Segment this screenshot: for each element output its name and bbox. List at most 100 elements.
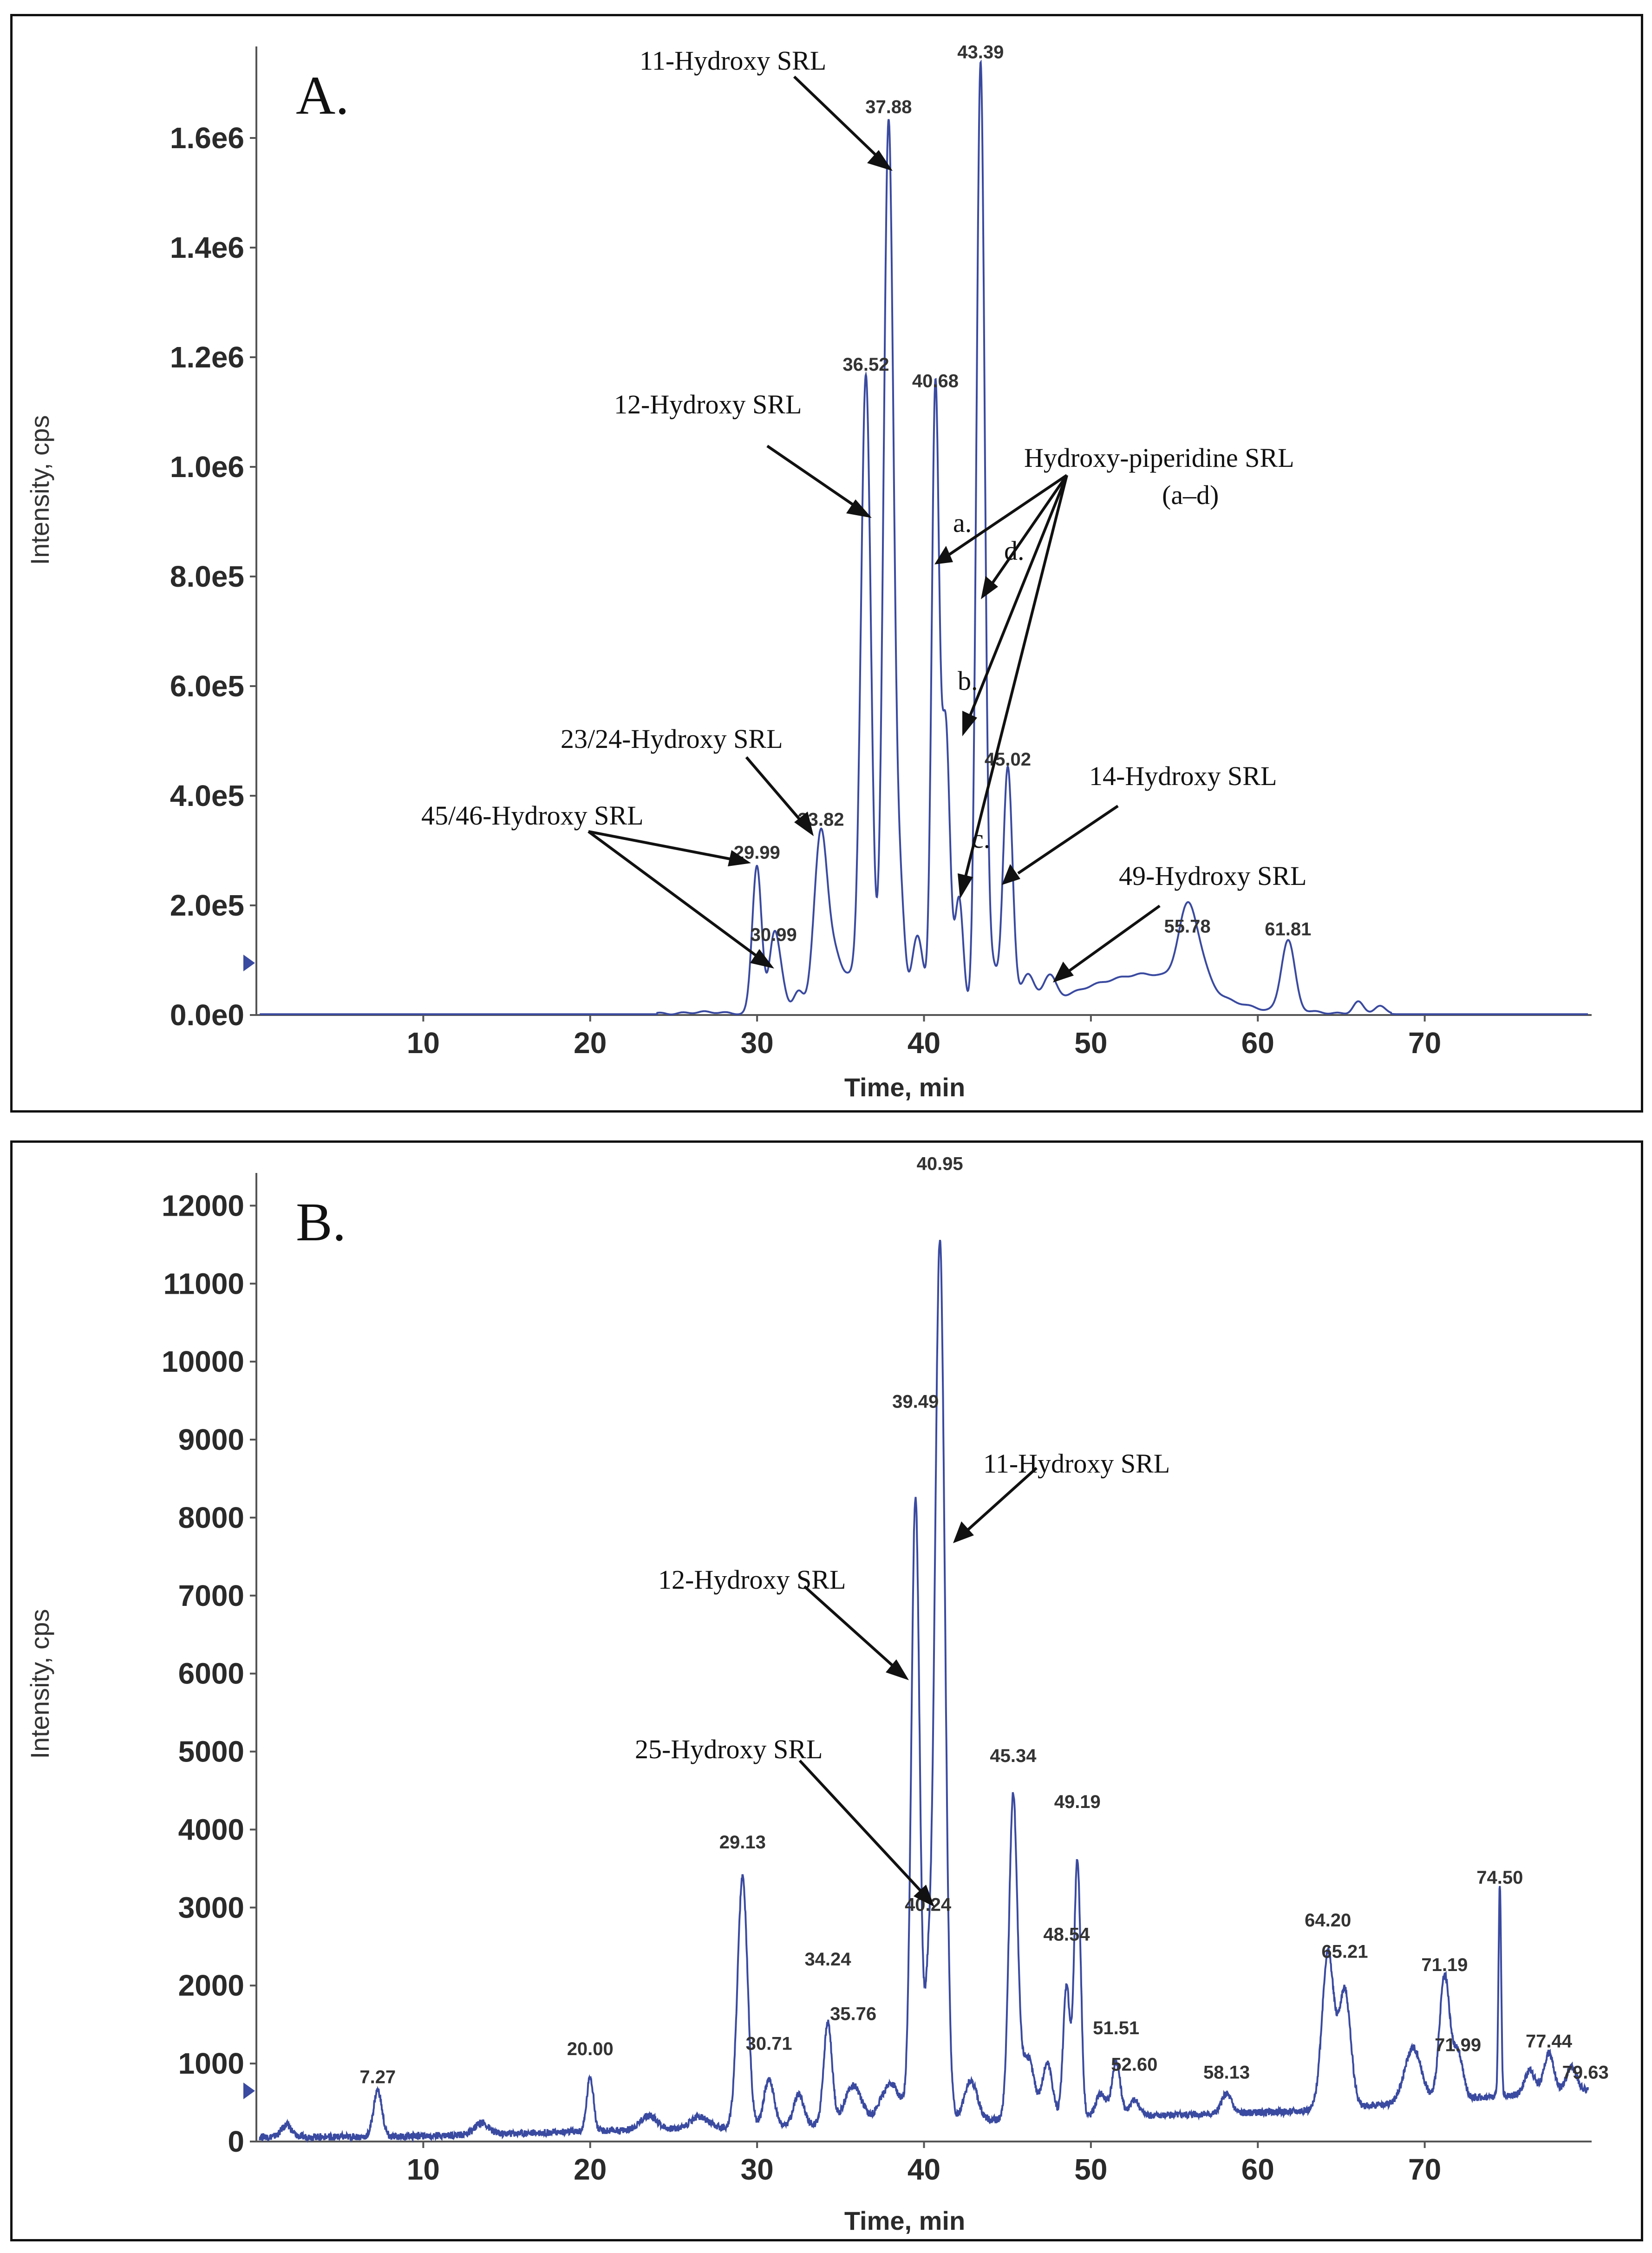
x-tick-label: 70 [1408, 2153, 1441, 2186]
peak-label: 49.19 [1054, 1792, 1101, 1812]
x-axis-label: Time, min [844, 1073, 965, 1102]
peak-label: 40.95 [917, 1154, 963, 1174]
panel-label: A. [296, 65, 349, 126]
y-tick-label: 8000 [178, 1501, 244, 1534]
annotation-a: a. [953, 508, 972, 538]
y-tick-label: 1.6e6 [170, 121, 244, 155]
peak-label: 64.20 [1305, 1910, 1351, 1931]
annotation-12-hydroxy: 12-Hydroxy SRL [614, 389, 802, 419]
y-tick-label: 4000 [178, 1813, 244, 1846]
y-tick-label: 2.0e5 [170, 889, 244, 922]
peak-label: 45.02 [985, 749, 1031, 770]
peak-label: 34.24 [804, 1949, 851, 1970]
annotation-arrow [588, 830, 733, 861]
arrowhead-icon [1053, 962, 1074, 982]
peak-label: 36.52 [842, 354, 889, 375]
trace-line [260, 59, 1588, 1015]
y-axis-label: Intensity, cps [25, 415, 54, 565]
annotation-45-46-hydroxy: 45/46-Hydroxy SRL [421, 800, 644, 831]
peak-label: 48.54 [1043, 1924, 1090, 1945]
marker-arrow-icon [243, 2083, 255, 2099]
annotation-arrow [968, 474, 1068, 719]
annotation-arrow [793, 75, 878, 157]
x-tick-label: 30 [741, 1026, 774, 1060]
arrowhead-icon [750, 949, 774, 969]
y-tick-label: 1.4e6 [170, 231, 244, 264]
panel-b: 0 1000 2000 3000 4000 5000 6000 7000 8000 9000 100… [10, 1140, 1643, 2241]
annotation-c: c. [972, 824, 990, 854]
peak-label: 71.19 [1421, 1955, 1468, 1975]
annotation-d: d. [1004, 536, 1025, 566]
x-tick-label: 10 [407, 2153, 440, 2186]
annotation-arrow [963, 475, 1068, 881]
arrowhead-icon [867, 150, 893, 171]
peak-label: 39.49 [892, 1392, 939, 1412]
y-tick-label: 6000 [178, 1657, 244, 1690]
y-tick-label: 8.0e5 [170, 560, 244, 593]
arrowhead-icon [1002, 864, 1020, 885]
y-tick-label: 4.0e5 [170, 779, 244, 812]
annotation-arrow [1068, 904, 1161, 972]
peak-label: 7.27 [359, 2067, 396, 2088]
arrowhead-icon [958, 873, 973, 899]
peak-label: 52.60 [1111, 2055, 1157, 2075]
chromatogram-a: 0.0e0 2.0e5 4.0e5 6.0e5 8.0e5 1.0e6 1.2e6 1.4e6… [25, 42, 1592, 1102]
x-tick-label: 20 [574, 2153, 607, 2186]
x-tick-label: 20 [574, 1026, 607, 1060]
arrowhead-icon [846, 499, 872, 518]
panel-label: B. [296, 1192, 346, 1252]
peak-label: 55.78 [1164, 917, 1211, 937]
peak-label: 40.68 [912, 371, 959, 392]
arrowhead-icon [934, 546, 953, 564]
x-axis-label: Time, min [844, 2206, 965, 2235]
annotation-arrow [947, 474, 1068, 557]
y-tick-label: 1.2e6 [170, 341, 244, 374]
peak-label: 77.44 [1526, 2031, 1573, 2051]
marker-arrow-icon [243, 955, 255, 971]
annotation-arrow [966, 1467, 1038, 1532]
peak-label: 37.88 [865, 97, 912, 118]
arrowhead-icon [981, 576, 998, 599]
panel-a: 0.0e0 2.0e5 4.0e5 6.0e5 8.0e5 1.0e6 1.2e6 1.4e6… [10, 14, 1643, 1113]
y-tick-label: 2000 [178, 1969, 244, 2002]
arrowhead-icon [962, 711, 977, 736]
annotation-12-hydroxy: 12-Hydroxy SRL [658, 1565, 846, 1595]
x-tick-label: 70 [1408, 1026, 1441, 1060]
y-tick-label: 5000 [178, 1735, 244, 1768]
peak-label: 74.50 [1476, 1867, 1523, 1888]
x-tick-label: 50 [1074, 2153, 1107, 2186]
peak-label: 51.51 [1093, 2018, 1139, 2038]
y-tick-label: 0 [228, 2125, 244, 2158]
peak-label: 61.81 [1265, 919, 1311, 940]
chromatogram-b: 0 1000 2000 3000 4000 5000 6000 7000 8000 9000 100… [25, 1154, 1609, 2235]
annotation-a-d: (a–d) [1162, 480, 1219, 510]
arrowhead-icon [728, 850, 751, 866]
peak-label: 71.99 [1435, 2035, 1481, 2056]
peak-label: 43.39 [957, 42, 1004, 63]
peak-label: 20.00 [567, 2039, 614, 2059]
annotation-hydroxy-piperidine: Hydroxy-piperidine SRL [1024, 443, 1294, 473]
y-tick-label: 12000 [162, 1189, 244, 1222]
annotation-49-hydroxy: 49-Hydroxy SRL [1119, 861, 1306, 891]
peak-label: 65.21 [1321, 1941, 1368, 1962]
peak-label: 35.76 [830, 2004, 876, 2024]
annotation-b: b. [958, 666, 978, 696]
peak-label: 58.13 [1203, 2062, 1250, 2083]
y-tick-label: 10000 [162, 1345, 244, 1378]
arrowhead-icon [914, 1885, 934, 1907]
annotation-arrow [766, 445, 856, 508]
arrowheads [886, 1521, 974, 1907]
annotation-arrows [588, 75, 1161, 972]
peak-label: 30.71 [746, 2033, 792, 2054]
peak-label: 30.99 [751, 924, 797, 945]
y-tick-label: 1000 [178, 2047, 244, 2080]
annotation-arrow [991, 474, 1068, 584]
annotation-11-hydroxy: 11-Hydroxy SRL [640, 46, 826, 76]
x-tick-label: 10 [407, 1026, 440, 1060]
annotation-arrow [588, 830, 759, 958]
x-tick-label: 40 [908, 2153, 940, 2186]
y-tick-label: 3000 [178, 1891, 244, 1924]
y-tick-label: 6.0e5 [170, 669, 244, 703]
arrowhead-icon [794, 812, 814, 836]
annotation-arrows [798, 1467, 1038, 1892]
